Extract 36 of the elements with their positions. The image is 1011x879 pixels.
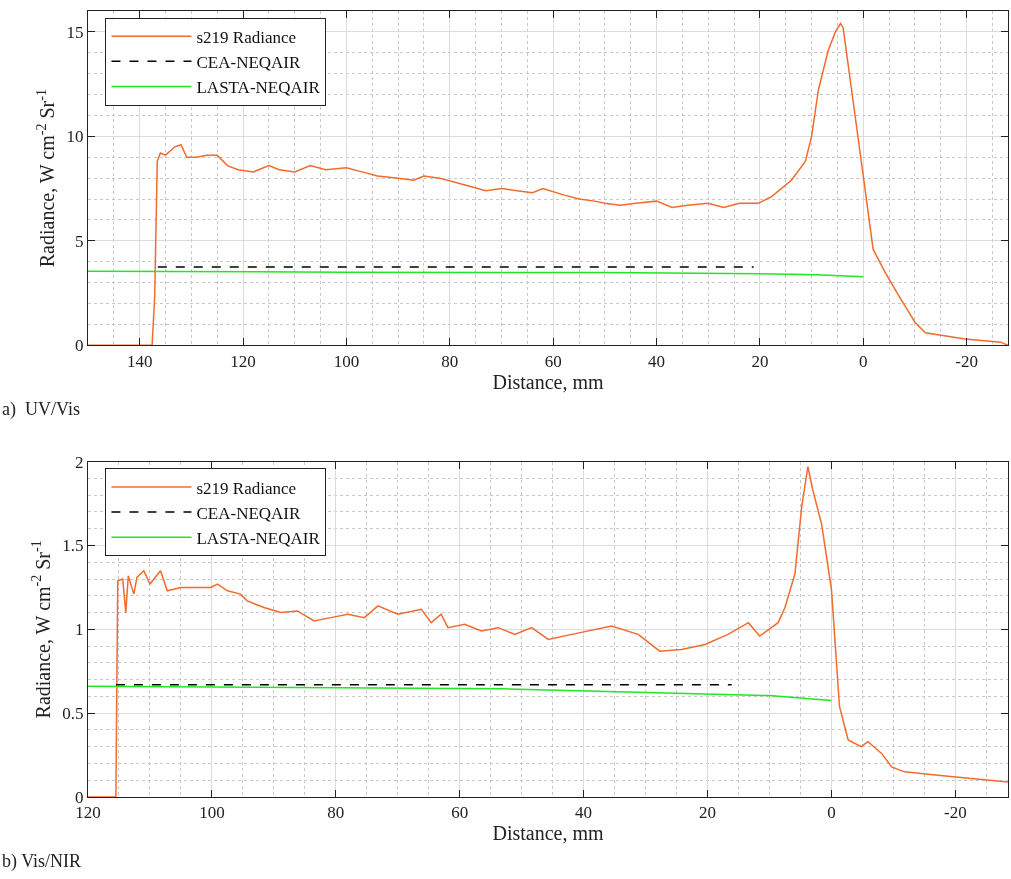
- text: a) UV/Vis: [2, 399, 80, 420]
- y-tick-label: 10: [66, 127, 84, 147]
- x-tick-label: -20: [944, 803, 967, 823]
- line-series: [88, 685, 833, 702]
- x-tick-label: 0: [827, 803, 836, 823]
- x-axis-title: Distance, mm: [492, 370, 604, 393]
- legend-label: s219 Radiance: [196, 27, 297, 47]
- legend-label: CEA-NEQAIR: [196, 52, 302, 72]
- x-axis-title: Distance, mm: [492, 822, 604, 845]
- x-tick-label: -20: [955, 351, 978, 371]
- legend-label: LASTA-NEQAIR: [196, 528, 321, 548]
- x-tick-label: 100: [199, 803, 225, 823]
- legend-label: s219 Radiance: [196, 478, 297, 498]
- x-tick-label: 0: [859, 351, 868, 371]
- line-series: [88, 465, 1008, 797]
- x-tick-label: 40: [575, 803, 593, 823]
- x-tick-label: 40: [648, 351, 666, 371]
- legend-label: LASTA-NEQAIR: [196, 78, 321, 98]
- text: b) Vis/NIR: [2, 851, 82, 872]
- y-tick-label: 2: [75, 452, 84, 472]
- x-tick-label: 100: [333, 351, 360, 371]
- x-tick-label: 120: [230, 351, 256, 371]
- y-tick-label: 0.5: [62, 704, 84, 724]
- y-tick-label: 0: [75, 336, 84, 356]
- x-tick-label: 140: [126, 351, 153, 371]
- x-tick-label: 20: [699, 803, 717, 823]
- x-tick-label: 60: [544, 351, 562, 371]
- y-tick-label: 15: [66, 22, 84, 42]
- y-tick-label: 1: [75, 620, 84, 640]
- y-tick-label: 1.5: [62, 536, 84, 556]
- y-tick-label: 5: [75, 231, 84, 251]
- legend-label: CEA-NEQAIR: [196, 503, 302, 523]
- x-tick-label: 20: [751, 351, 769, 371]
- x-tick-label: 80: [327, 803, 345, 823]
- x-tick-label: 80: [441, 351, 459, 371]
- x-tick-label: 60: [451, 803, 469, 823]
